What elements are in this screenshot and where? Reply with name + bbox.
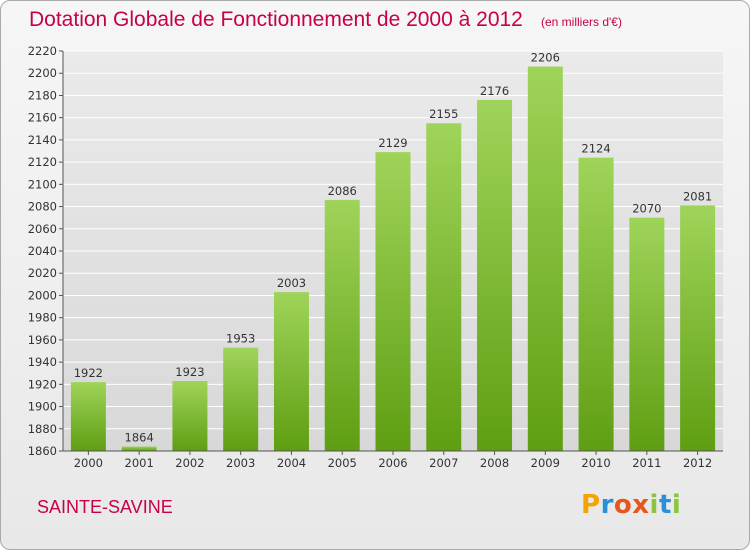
data-label-2009: 2206	[531, 51, 560, 65]
y-tick-label: 2020	[28, 266, 57, 280]
bar-2002	[172, 381, 208, 451]
proxiti-logo: Proxiti	[581, 490, 681, 520]
y-tick-label: 2140	[28, 133, 57, 147]
logo-letter: o	[613, 490, 633, 520]
data-label-2002: 1923	[175, 365, 204, 379]
x-tick-label-2008: 2008	[480, 456, 509, 470]
y-tick-label: 1900	[28, 400, 57, 414]
x-tick-label-2012: 2012	[683, 456, 712, 470]
y-tick-label: 2180	[28, 88, 57, 102]
y-tick-label: 2160	[28, 111, 57, 125]
logo-letter: t	[658, 490, 672, 520]
data-label-2011: 2070	[632, 202, 661, 216]
data-label-2000: 1922	[74, 366, 103, 380]
bar-2007	[426, 123, 462, 451]
bar-2012	[680, 205, 716, 451]
x-tick-label-2005: 2005	[328, 456, 357, 470]
bar-2008	[477, 99, 513, 451]
x-tick-label-2003: 2003	[226, 456, 255, 470]
data-label-2010: 2124	[581, 142, 610, 156]
chart-subtitle: (en milliers d'€)	[541, 15, 622, 29]
bar-2000	[70, 382, 106, 451]
y-tick-label: 2040	[28, 244, 57, 258]
data-label-2004: 2003	[277, 276, 306, 290]
bar-2011	[629, 217, 665, 451]
bar-2005	[324, 199, 360, 451]
bar-2009	[527, 66, 563, 452]
y-tick-label: 1980	[28, 311, 57, 325]
logo-letter: r	[600, 490, 614, 520]
x-tick-label-2007: 2007	[429, 456, 458, 470]
x-tick-label-2009: 2009	[531, 456, 560, 470]
data-label-2001: 1864	[125, 431, 154, 445]
y-tick-label: 2220	[28, 44, 57, 58]
y-tick-label: 1920	[28, 377, 57, 391]
data-label-2007: 2155	[429, 107, 458, 121]
y-tick-label: 2200	[28, 66, 57, 80]
data-label-2005: 2086	[328, 184, 357, 198]
x-tick-label-2004: 2004	[277, 456, 306, 470]
x-tick-label-2010: 2010	[581, 456, 610, 470]
logo-letter: i	[649, 490, 659, 520]
chart-title: Dotation Globale de Fonctionnement de 20…	[29, 8, 523, 31]
y-tick-label: 2000	[28, 288, 57, 302]
y-tick-label: 2060	[28, 222, 57, 236]
x-tick-label-2011: 2011	[632, 456, 661, 470]
data-label-2012: 2081	[683, 189, 712, 203]
y-tick-label: 1860	[28, 444, 57, 458]
y-tick-label: 2100	[28, 177, 57, 191]
city-name: SAINTE-SAVINE	[37, 497, 173, 517]
data-label-2003: 1953	[226, 332, 255, 346]
x-tick-label-2002: 2002	[175, 456, 204, 470]
bar-2004	[273, 292, 309, 451]
y-tick-label: 1880	[28, 422, 57, 436]
bar-2006	[375, 152, 411, 451]
x-tick-label-2006: 2006	[378, 456, 407, 470]
y-tick-label: 1960	[28, 333, 57, 347]
y-tick-label: 2120	[28, 155, 57, 169]
logo-letter: x	[632, 490, 650, 520]
bar-2001	[121, 446, 157, 451]
x-tick-label-2001: 2001	[125, 456, 154, 470]
y-tick-label: 1940	[28, 355, 57, 369]
data-label-2006: 2129	[378, 136, 407, 150]
data-label-2008: 2176	[480, 84, 509, 98]
logo-letter: P	[581, 490, 601, 520]
bar-2003	[223, 347, 259, 451]
bar-2010	[578, 157, 614, 451]
y-tick-label: 2080	[28, 200, 57, 214]
logo-letter: i	[671, 490, 682, 520]
x-tick-label-2000: 2000	[74, 456, 103, 470]
